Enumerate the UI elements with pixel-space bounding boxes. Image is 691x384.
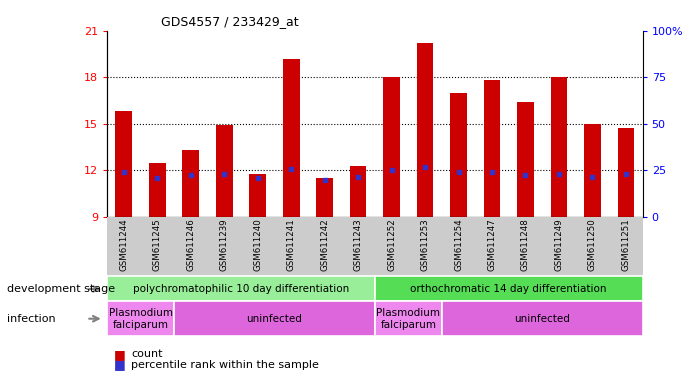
Text: GSM611245: GSM611245 xyxy=(153,219,162,271)
Text: infection: infection xyxy=(7,314,55,324)
Text: uninfected: uninfected xyxy=(247,314,303,324)
Text: GSM611244: GSM611244 xyxy=(120,219,129,271)
Text: percentile rank within the sample: percentile rank within the sample xyxy=(131,360,319,370)
Bar xyxy=(484,80,500,217)
Text: GSM611248: GSM611248 xyxy=(521,219,530,271)
Bar xyxy=(350,166,366,217)
Text: GSM611253: GSM611253 xyxy=(421,219,430,271)
Text: Plasmodium
falciparum: Plasmodium falciparum xyxy=(377,308,440,329)
Bar xyxy=(517,102,534,217)
Bar xyxy=(216,126,233,217)
Text: orthochromatic 14 day differentiation: orthochromatic 14 day differentiation xyxy=(410,284,607,294)
Bar xyxy=(450,93,467,217)
Bar xyxy=(149,163,166,217)
Text: GSM611246: GSM611246 xyxy=(187,219,196,271)
Bar xyxy=(417,43,433,217)
Bar xyxy=(249,174,266,217)
Text: GSM611251: GSM611251 xyxy=(621,219,630,271)
Bar xyxy=(283,59,300,217)
Text: Plasmodium
falciparum: Plasmodium falciparum xyxy=(108,308,173,329)
Text: uninfected: uninfected xyxy=(514,314,570,324)
Text: GSM611243: GSM611243 xyxy=(354,219,363,271)
Text: GSM611249: GSM611249 xyxy=(554,219,563,271)
Text: polychromatophilic 10 day differentiation: polychromatophilic 10 day differentiatio… xyxy=(133,284,349,294)
Bar xyxy=(551,77,567,217)
Text: GSM611250: GSM611250 xyxy=(588,219,597,271)
Text: count: count xyxy=(131,349,163,359)
Text: ■: ■ xyxy=(114,348,126,361)
Bar xyxy=(316,178,333,217)
Text: GSM611247: GSM611247 xyxy=(488,219,497,271)
Bar xyxy=(182,150,199,217)
Text: GSM611241: GSM611241 xyxy=(287,219,296,271)
Text: GSM611239: GSM611239 xyxy=(220,219,229,271)
Text: GDS4557 / 233429_at: GDS4557 / 233429_at xyxy=(160,15,299,28)
Bar xyxy=(115,111,132,217)
Bar xyxy=(384,77,400,217)
Text: GSM611242: GSM611242 xyxy=(320,219,329,271)
Text: ■: ■ xyxy=(114,358,126,371)
Text: GSM611254: GSM611254 xyxy=(454,219,463,271)
Text: GSM611240: GSM611240 xyxy=(253,219,262,271)
Bar xyxy=(584,124,600,217)
Text: GSM611252: GSM611252 xyxy=(387,219,396,271)
Bar xyxy=(618,129,634,217)
Text: development stage: development stage xyxy=(7,284,115,294)
